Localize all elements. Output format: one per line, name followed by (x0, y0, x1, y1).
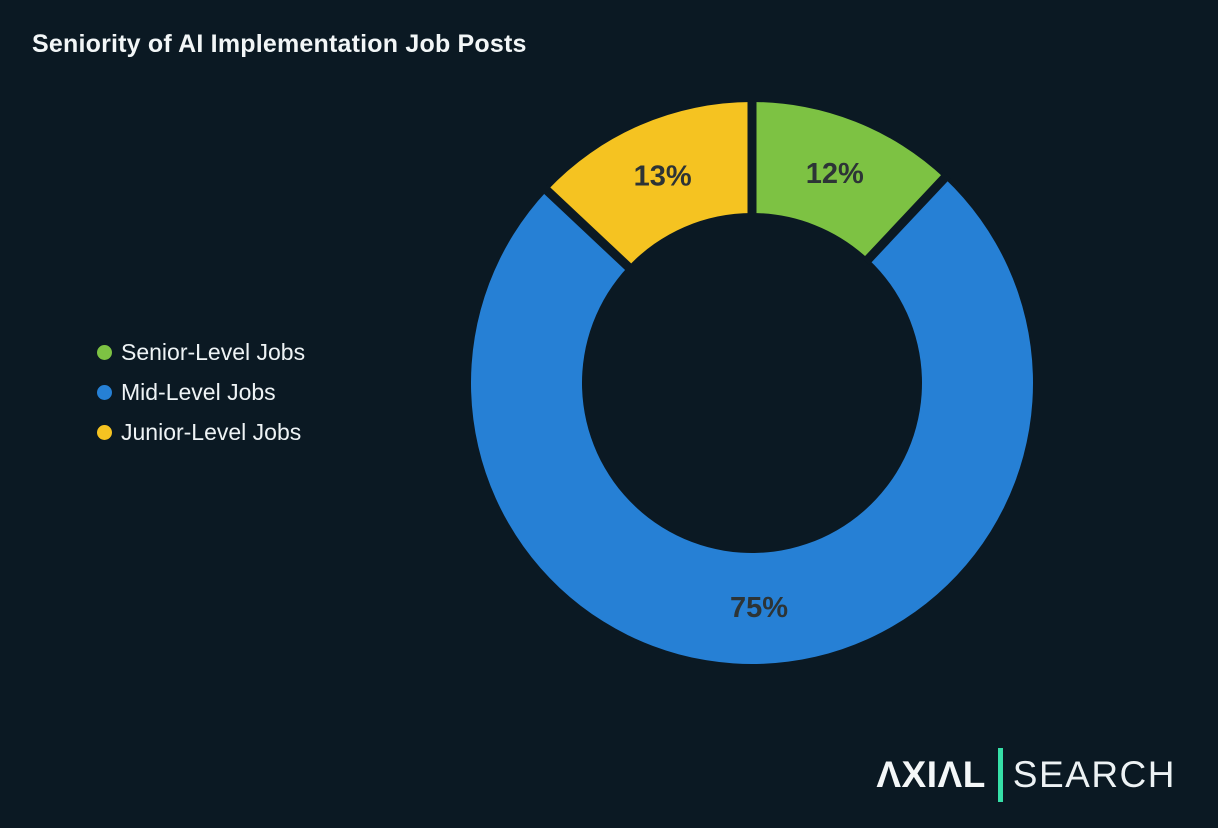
donut-svg: 12% 75% 13% (471, 98, 1033, 664)
legend-item: Junior-Level Jobs (97, 412, 305, 452)
brand-divider-bar (997, 748, 1003, 802)
legend-dot-icon (97, 344, 112, 360)
donut-slice-mid-level-jobs (471, 178, 1033, 664)
legend-label: Mid-Level Jobs (121, 378, 276, 405)
legend-dot-icon (97, 424, 112, 440)
legend-label: Senior-Level Jobs (121, 338, 306, 365)
brand-name-secondary: SEARCH (1012, 754, 1176, 795)
slice-percentage-label: 13% (634, 161, 692, 193)
slice-separator (541, 184, 635, 273)
chart-title: Seniority of AI Implementation Job Posts (32, 30, 527, 58)
legend-item: Senior-Level Jobs (97, 332, 305, 372)
legend-label: Junior-Level Jobs (121, 418, 302, 445)
legend-dot-icon (97, 384, 112, 400)
donut-chart: 12% 75% 13% (452, 83, 1052, 683)
slice-percentage-label: 12% (806, 158, 864, 190)
slice-percentage-label: 75% (730, 592, 788, 624)
brand-logo: ΛXIΛL SEARCH (876, 746, 1176, 804)
brand-name-primary: ΛXIΛL (876, 754, 986, 795)
donut-slice-senior-level-jobs (752, 102, 945, 260)
donut-slice-junior-level-jobs (547, 102, 752, 267)
legend: Senior-Level Jobs Mid-Level Jobs Junior-Le… (97, 332, 305, 452)
legend-item: Mid-Level Jobs (97, 372, 305, 412)
slice-separator (862, 172, 951, 266)
